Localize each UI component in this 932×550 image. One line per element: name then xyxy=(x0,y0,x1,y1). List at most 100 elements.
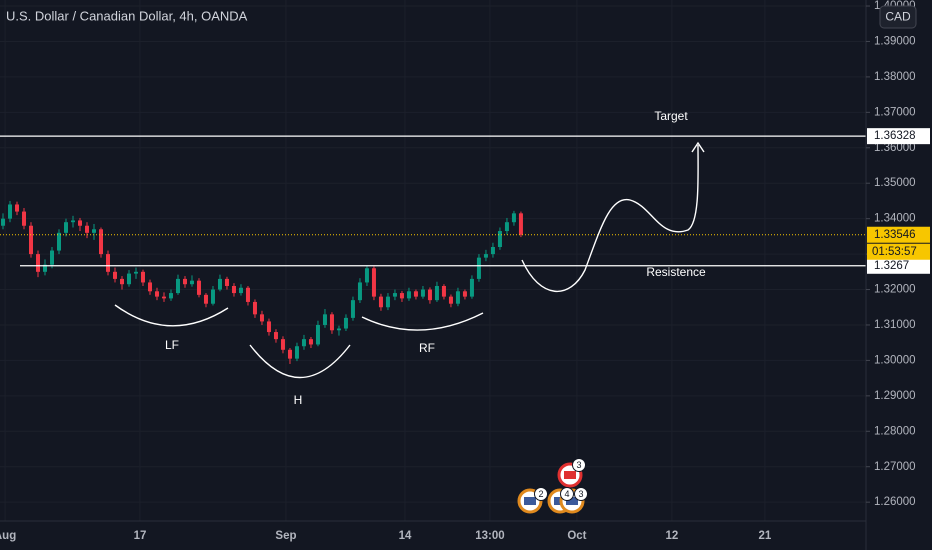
resistance-label: 1.3267 xyxy=(874,260,909,272)
annotation: H xyxy=(294,393,303,407)
x-tick-label: 13:00 xyxy=(475,530,504,542)
candle-body xyxy=(413,291,418,297)
candle-body xyxy=(406,291,411,299)
candle-body xyxy=(378,296,383,308)
x-tick-label: 21 xyxy=(759,530,772,542)
candle-body xyxy=(287,349,292,359)
candle-body xyxy=(420,289,425,297)
last-price-box xyxy=(867,226,930,243)
x-tick-label: Sep xyxy=(275,530,296,542)
candle-body xyxy=(336,328,341,331)
candle-body xyxy=(371,268,376,297)
candle-body xyxy=(399,293,404,299)
candle-body xyxy=(441,285,446,297)
candle-body xyxy=(448,296,453,304)
candle-body xyxy=(357,282,362,301)
candle-body xyxy=(1,218,6,226)
candle-body xyxy=(147,282,152,292)
drawings xyxy=(114,141,705,379)
candle-body xyxy=(168,293,173,299)
candle-body xyxy=(64,222,69,233)
event-count: 2 xyxy=(538,489,543,499)
candle-body xyxy=(126,273,131,285)
event-badge xyxy=(560,487,574,501)
candle-body xyxy=(245,287,250,302)
candle-body xyxy=(238,287,243,294)
candle-body xyxy=(469,278,474,297)
event-count: 3 xyxy=(578,489,583,499)
resistance-box xyxy=(867,257,930,274)
event-badge xyxy=(572,458,586,472)
y-tick-label: 1.39000 xyxy=(874,35,916,47)
candle-body xyxy=(504,222,509,232)
event-layer: 32 4 3 xyxy=(517,458,588,514)
x-tick-label: 17 xyxy=(134,530,147,542)
last-price-label: 1.33546 xyxy=(874,229,916,241)
y-tick-label: 1.34000 xyxy=(874,213,916,225)
projection-arrowhead xyxy=(691,141,705,153)
right-shoulder-arc xyxy=(361,312,484,331)
y-tick-label: 1.28000 xyxy=(874,425,916,437)
currency-label[interactable]: CAD xyxy=(885,10,911,24)
price-axis xyxy=(866,0,932,550)
candle-body xyxy=(77,220,82,226)
event-badge xyxy=(534,487,548,501)
candle-body xyxy=(294,346,299,359)
candle-body xyxy=(301,339,306,347)
y-tick-label: 1.37000 xyxy=(874,106,916,118)
candle-body xyxy=(343,317,348,329)
candle-body xyxy=(154,291,159,297)
countdown-box xyxy=(867,243,930,260)
candle-body xyxy=(455,291,460,304)
candle-body xyxy=(217,278,222,290)
y-tick-label: 1.36000 xyxy=(874,142,916,154)
candle-body xyxy=(119,278,124,285)
candle-body xyxy=(91,229,96,233)
x-tick-label: 14 xyxy=(399,530,412,542)
head-arc xyxy=(249,344,351,379)
grid-layer xyxy=(0,0,866,521)
candle-body xyxy=(266,321,271,333)
x-tick-label: Aug xyxy=(0,530,16,542)
candle-body xyxy=(231,285,236,294)
candle-body xyxy=(280,339,285,350)
event-badge xyxy=(574,487,588,501)
candle-body xyxy=(182,278,187,285)
candle-body xyxy=(203,294,208,304)
candle-body xyxy=(497,231,502,248)
candle-body xyxy=(462,291,467,297)
candle-body xyxy=(8,204,13,219)
candle-body xyxy=(427,289,432,301)
candle-body xyxy=(84,225,89,233)
annotation: Target xyxy=(654,109,688,123)
candle-body xyxy=(43,264,48,272)
candle-body xyxy=(476,257,481,279)
y-tick-label: 1.31000 xyxy=(874,319,916,331)
candle-body xyxy=(434,285,439,301)
candle-body xyxy=(350,300,355,318)
countdown-label: 01:53:57 xyxy=(872,246,917,258)
left-shoulder-arc xyxy=(114,304,229,327)
y-tick-label: 1.32000 xyxy=(874,284,916,296)
x-tick-label: Oct xyxy=(567,530,586,542)
y-tick-label: 1.26000 xyxy=(874,496,916,508)
candle-layer xyxy=(1,200,523,364)
y-tick-label: 1.27000 xyxy=(874,461,916,473)
event-count: 4 xyxy=(564,489,569,499)
candle-body xyxy=(252,301,257,315)
candle-body xyxy=(112,271,117,279)
candle-body xyxy=(308,339,313,345)
x-tick-label: 12 xyxy=(666,530,679,542)
candle-body xyxy=(322,314,327,325)
candle-body xyxy=(224,278,229,286)
y-tick-label: 1.30000 xyxy=(874,354,916,366)
candle-body xyxy=(133,271,138,274)
y-tick-label: 1.35000 xyxy=(874,177,916,189)
candle-body xyxy=(196,280,201,295)
event-count: 3 xyxy=(576,460,581,470)
candle-body xyxy=(98,229,103,255)
currency-button[interactable] xyxy=(879,5,917,29)
